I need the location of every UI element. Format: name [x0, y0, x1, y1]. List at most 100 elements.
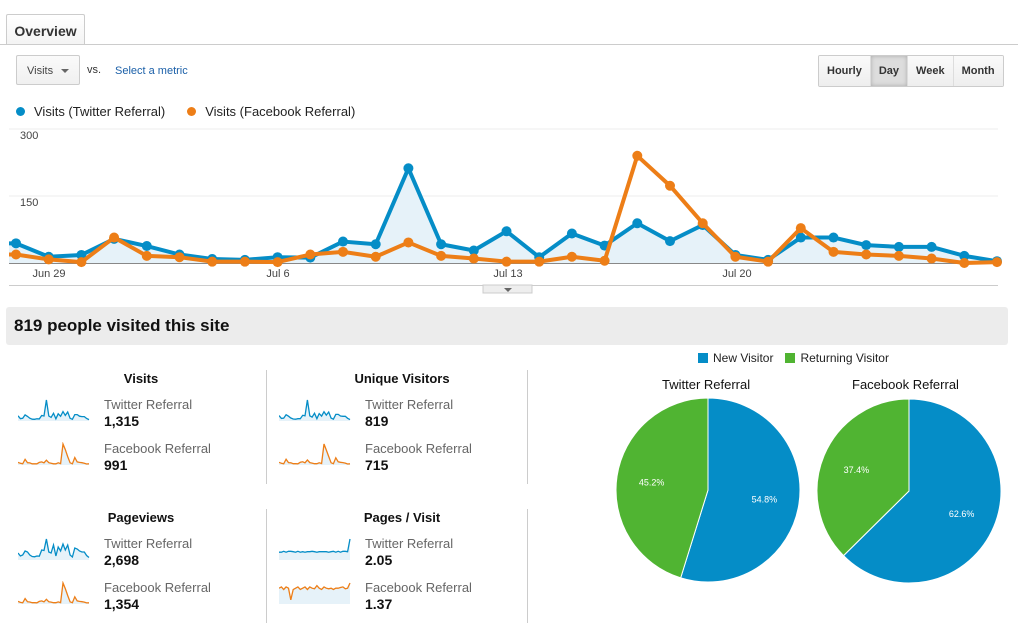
- data-point[interactable]: [893, 250, 904, 261]
- metric-value: 1,354: [104, 596, 140, 612]
- card-divider: [527, 370, 528, 484]
- hourly-button[interactable]: Hourly: [819, 56, 870, 86]
- select-metric-link[interactable]: Select a metric: [115, 65, 188, 77]
- data-point[interactable]: [665, 236, 675, 247]
- data-point[interactable]: [861, 249, 872, 260]
- sparkline: [279, 538, 351, 560]
- data-point[interactable]: [632, 218, 643, 229]
- week-button[interactable]: Week: [907, 56, 953, 86]
- data-point[interactable]: [926, 253, 937, 264]
- data-point[interactable]: [11, 249, 21, 260]
- data-point[interactable]: [763, 256, 774, 267]
- data-point[interactable]: [403, 163, 414, 174]
- data-point[interactable]: [305, 249, 316, 260]
- legend-label: Visits (Twitter Referral): [34, 104, 166, 119]
- pie-charts: 54.8% 45.2% 62.6% 37.4%: [615, 397, 1002, 584]
- data-point[interactable]: [174, 252, 185, 263]
- data-point[interactable]: [501, 226, 512, 237]
- tab-overview[interactable]: Overview: [6, 14, 85, 45]
- data-point[interactable]: [828, 246, 839, 257]
- data-point[interactable]: [141, 241, 152, 252]
- pie-slice-new[interactable]: [842, 398, 1002, 584]
- granularity-buttons: Hourly Day Week Month: [818, 55, 1004, 87]
- sparkline: [279, 443, 351, 465]
- data-point[interactable]: [11, 238, 21, 249]
- data-point[interactable]: [632, 150, 643, 161]
- data-point[interactable]: [959, 258, 970, 268]
- series-line-twitter: [9, 166, 998, 264]
- data-point[interactable]: [141, 250, 152, 261]
- data-point[interactable]: [697, 218, 708, 229]
- pie-legend-new: New Visitor: [698, 351, 773, 365]
- pie-slice-new[interactable]: [680, 397, 801, 583]
- data-point[interactable]: [468, 245, 479, 256]
- legend-item-facebook[interactable]: Visits (Facebook Referral): [187, 104, 355, 119]
- x-tick-label: Jul 13: [493, 268, 522, 280]
- metric-value: 2,698: [104, 552, 140, 568]
- pie-legend-label: New Visitor: [713, 351, 774, 365]
- day-button[interactable]: Day: [869, 56, 908, 86]
- pie-slice-label: 37.4%: [844, 465, 870, 475]
- data-point[interactable]: [795, 223, 806, 234]
- data-point[interactable]: [207, 256, 218, 267]
- data-point[interactable]: [501, 256, 512, 267]
- data-point[interactable]: [599, 255, 610, 266]
- scorecard-unique-visitors: Unique Visitors Twitter Referral 819 Facebo…: [277, 370, 527, 485]
- line-chart: 300 150 Jun 29 Jul 6 Jul 13 Jul 20: [9, 128, 1002, 294]
- pie-title-facebook: Facebook Referral: [852, 377, 959, 392]
- data-point[interactable]: [272, 257, 283, 268]
- sparkline: [279, 582, 351, 604]
- data-point[interactable]: [43, 254, 54, 265]
- data-point[interactable]: [730, 251, 741, 262]
- scorecard-pages-visit: Pages / Visit Twitter Referral 2.05 Faceboo…: [277, 509, 527, 624]
- segment-label: Facebook Referral: [365, 580, 472, 595]
- data-point[interactable]: [403, 237, 414, 248]
- sparkline-line: [279, 443, 351, 465]
- segment-label: Facebook Referral: [104, 580, 211, 595]
- data-point[interactable]: [370, 239, 381, 250]
- data-point[interactable]: [534, 256, 545, 267]
- data-point[interactable]: [665, 180, 675, 191]
- pie-legend: New Visitor Returning Visitor: [698, 351, 889, 365]
- scorecard-title: Unique Visitors: [354, 371, 450, 386]
- data-point[interactable]: [239, 256, 250, 267]
- sparkline-fill: [279, 400, 350, 421]
- x-tick-label: Jul 6: [266, 268, 289, 280]
- card-divider: [527, 509, 528, 623]
- sparkline-fill: [279, 539, 350, 560]
- data-point[interactable]: [926, 241, 937, 252]
- legend-item-twitter[interactable]: Visits (Twitter Referral): [16, 104, 165, 119]
- sparkline: [18, 538, 90, 560]
- data-point[interactable]: [338, 246, 348, 257]
- data-point[interactable]: [861, 240, 872, 251]
- pie-slice-returning[interactable]: [816, 398, 910, 557]
- data-point[interactable]: [468, 253, 479, 264]
- data-point[interactable]: [76, 249, 87, 260]
- data-point[interactable]: [436, 250, 447, 261]
- data-point[interactable]: [795, 232, 806, 243]
- metric-value: 715: [365, 457, 389, 473]
- data-point[interactable]: [370, 251, 381, 262]
- metric-dropdown[interactable]: Visits: [16, 55, 80, 85]
- sparkline-line: [279, 538, 351, 553]
- sparkline: [18, 442, 90, 465]
- data-point[interactable]: [436, 239, 447, 250]
- month-button[interactable]: Month: [952, 56, 1003, 86]
- card-divider: [266, 509, 267, 623]
- sparkline-line: [279, 582, 351, 601]
- x-tick-label: Jul 20: [722, 268, 751, 280]
- data-point[interactable]: [109, 232, 120, 243]
- data-point[interactable]: [338, 236, 348, 247]
- data-point[interactable]: [566, 228, 577, 239]
- scorecard-title: Pages / Visit: [363, 510, 441, 525]
- chart-legend: Visits (Twitter Referral) Visits (Facebo…: [16, 104, 355, 119]
- metric-value: 1,315: [104, 413, 140, 429]
- data-point[interactable]: [893, 241, 904, 252]
- data-point[interactable]: [76, 257, 87, 268]
- pie-slice-returning[interactable]: [615, 397, 709, 579]
- data-point[interactable]: [992, 257, 1002, 268]
- data-point[interactable]: [959, 250, 970, 261]
- data-point[interactable]: [828, 232, 839, 243]
- sparkline: [279, 399, 351, 421]
- data-point[interactable]: [566, 251, 577, 262]
